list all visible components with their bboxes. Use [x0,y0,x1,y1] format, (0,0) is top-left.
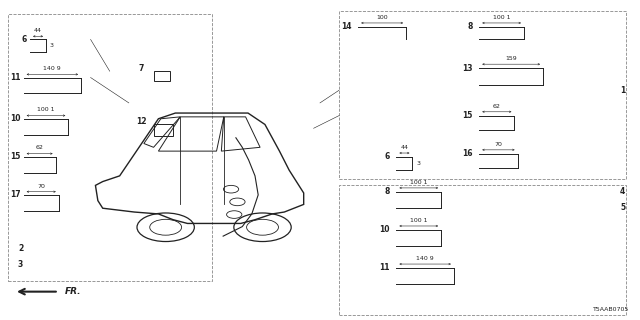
Text: 70: 70 [495,142,502,147]
Text: 12: 12 [136,117,147,126]
Text: 7: 7 [139,63,144,73]
Text: 14: 14 [341,22,352,31]
Text: 13: 13 [463,63,473,73]
Text: 10: 10 [380,225,390,234]
Bar [154,124,173,136]
Text: 16: 16 [463,149,473,158]
Text: 100 1: 100 1 [493,15,510,20]
Text: 70: 70 [38,184,45,188]
Text: 44: 44 [401,145,408,150]
Text: 11: 11 [10,73,20,82]
Bar [8,14,212,281]
Text: 17: 17 [10,190,20,199]
Text: 140 9: 140 9 [44,66,61,71]
Text: 3: 3 [49,43,53,48]
Text: FR.: FR. [65,287,82,296]
Text: 100 1: 100 1 [410,218,428,223]
Text: 100 1: 100 1 [410,180,428,185]
Text: 100 1: 100 1 [37,108,55,112]
Text: 8: 8 [468,22,473,31]
Text: 15: 15 [463,111,473,120]
Text: 100: 100 [376,15,388,20]
Text: 10: 10 [10,114,20,123]
Text: 4: 4 [620,187,625,196]
Text: 1: 1 [620,86,625,95]
Text: 3: 3 [18,260,23,269]
Bar [339,185,626,316]
Text: 15: 15 [10,152,20,161]
Text: 5: 5 [620,203,625,212]
Text: 44: 44 [34,28,42,33]
Text: 62: 62 [36,146,44,150]
Text: 159: 159 [506,56,517,61]
Text: 62: 62 [493,104,500,108]
Text: 140 9: 140 9 [416,256,434,261]
Text: 3: 3 [416,161,420,166]
Text: 6: 6 [21,35,26,44]
Text: 2: 2 [18,244,23,253]
Bar [339,11,626,179]
Text: 11: 11 [380,263,390,272]
Bar [154,71,170,81]
Text: 8: 8 [385,187,390,196]
Text: 6: 6 [385,152,390,161]
Text: T5AAB0705: T5AAB0705 [593,307,629,312]
